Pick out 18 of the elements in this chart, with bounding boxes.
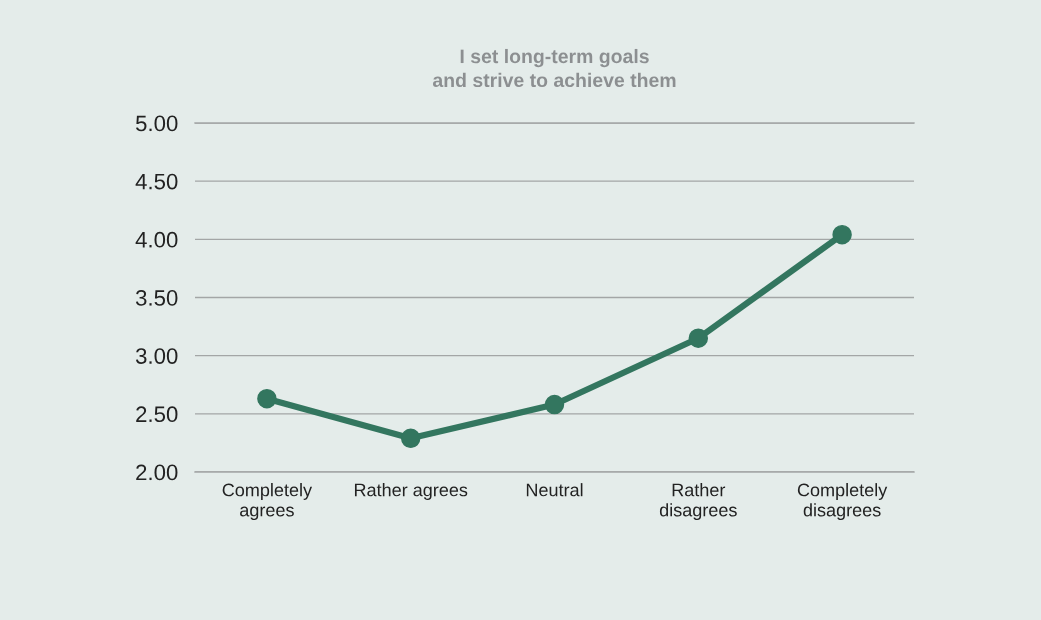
y-tick-label: 2.50 bbox=[136, 406, 178, 423]
chart-title: I set long-term goals and strive to achieve them bbox=[432, 48, 676, 88]
y-tick-label: 4.00 bbox=[135, 231, 178, 248]
x-tick-label: Rather agrees bbox=[354, 483, 468, 500]
x-tick-label: Rather disagrees bbox=[659, 483, 737, 521]
x-tick-label: Completely disagrees bbox=[797, 483, 888, 521]
y-tick-label: 4.50 bbox=[135, 173, 178, 190]
y-tick-label: 2.00 bbox=[136, 464, 178, 481]
y-tick-label: 5.00 bbox=[135, 115, 178, 132]
point bbox=[544, 394, 565, 415]
point bbox=[400, 428, 421, 448]
point bbox=[688, 328, 709, 348]
point bbox=[832, 224, 852, 245]
x-tick-label: Completely agrees bbox=[222, 483, 313, 521]
x-tick-label: Neutral bbox=[526, 483, 583, 497]
point bbox=[257, 388, 277, 409]
y-tick-label: 3.00 bbox=[135, 348, 178, 364]
y-tick-label: 3.50 bbox=[135, 290, 178, 306]
